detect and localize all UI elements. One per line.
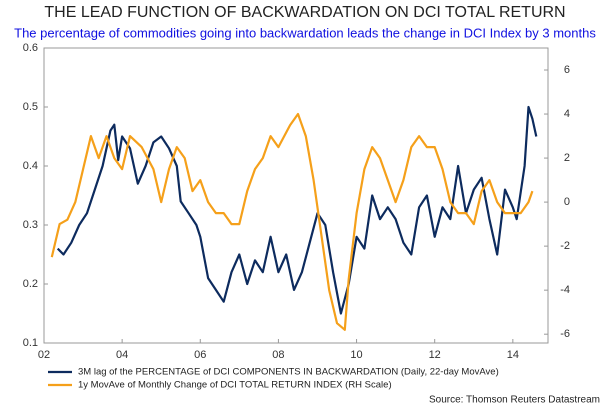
x-tick-label: 06 xyxy=(194,349,206,361)
y2-tick-label: 4 xyxy=(564,108,570,120)
x-tick-label: 10 xyxy=(350,349,362,361)
y2-tick-label: 0 xyxy=(564,196,570,208)
x-tick-label: 14 xyxy=(507,349,519,361)
y-tick-label: 0.1 xyxy=(23,337,38,349)
series-line xyxy=(50,112,534,331)
source: Source: Thomson Reuters Datastream xyxy=(429,395,600,406)
y-tick-label: 0.4 xyxy=(23,160,38,172)
y-tick-label: 0.5 xyxy=(23,101,38,113)
y2-tick-label: -4 xyxy=(560,284,570,296)
legend-label: 3M lag of the PERCENTAGE of DCI COMPONEN… xyxy=(78,367,499,378)
x-tick-label: 04 xyxy=(116,349,128,361)
chart-subtitle: The percentage of commodities going into… xyxy=(14,25,596,40)
y2-tick-label: 2 xyxy=(564,152,570,164)
y2-tick-label: 6 xyxy=(564,64,570,76)
x-tick-label: 02 xyxy=(38,349,50,361)
y-tick-label: 0.6 xyxy=(23,42,38,54)
x-tick-label: 12 xyxy=(429,349,441,361)
y2-tick-label: -6 xyxy=(560,328,570,340)
y-tick-label: 0.3 xyxy=(23,219,38,231)
x-tick-label: 08 xyxy=(272,349,284,361)
y-tick-label: 0.2 xyxy=(23,278,38,290)
plot-frame xyxy=(43,47,549,344)
legend-label: 1y MovAve of Monthly Change of DCI TOTAL… xyxy=(78,380,392,391)
y2-tick-label: -2 xyxy=(560,240,570,252)
chart-title: THE LEAD FUNCTION OF BACKWARDATION ON DC… xyxy=(44,4,565,21)
